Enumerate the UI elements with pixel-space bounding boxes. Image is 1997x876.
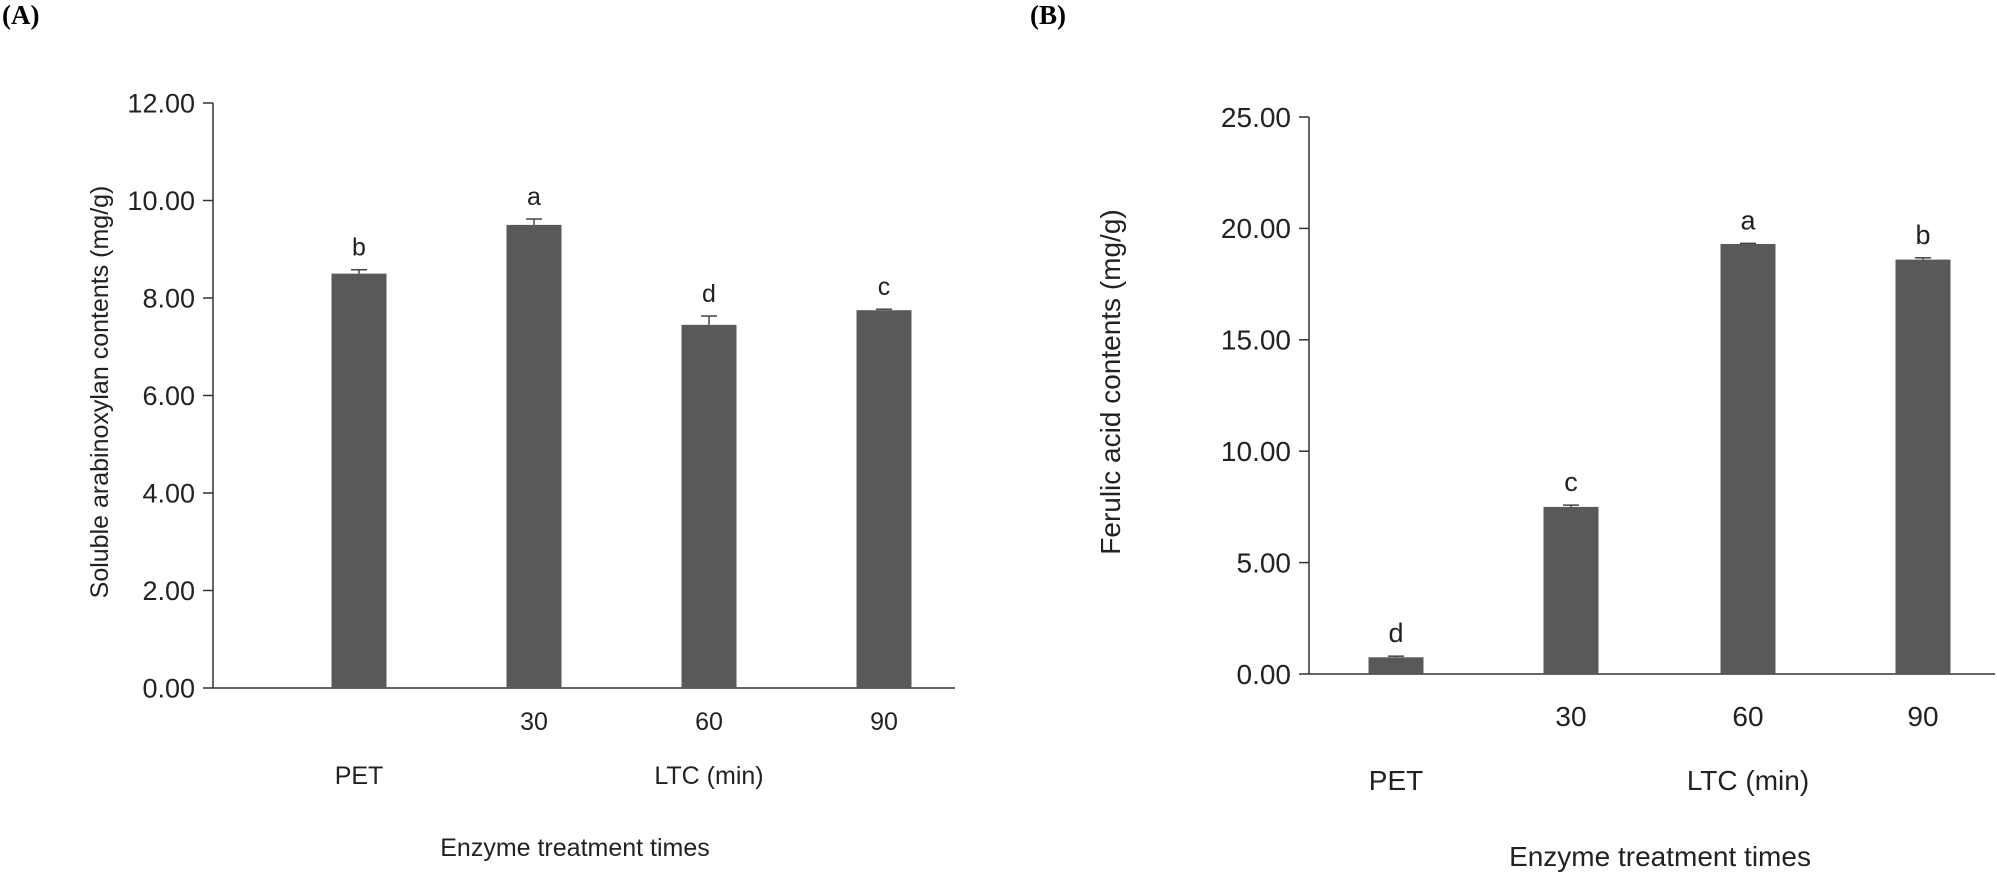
chart1-group-label: PET (335, 762, 384, 790)
chart1-significance-letter: c (878, 273, 891, 301)
chart1-bar (331, 273, 387, 688)
chart2-significance-letter: c (1564, 467, 1578, 497)
chart1-y-tick-label: 0.00 (142, 673, 195, 703)
chart2-group-label: PET (1369, 765, 1423, 796)
chart2-significance-letter: b (1915, 220, 1930, 250)
chart1-x-tick-label: 90 (870, 708, 898, 736)
chart2-bar (1720, 243, 1776, 674)
chart2-y-tick-label: 5.00 (1237, 547, 1292, 578)
chart2-x-tick-label: 90 (1907, 701, 1938, 732)
chart1-y-tick-label: 10.00 (127, 186, 195, 216)
chart2-x-tick-label: 60 (1732, 701, 1763, 732)
panel-label-a: (A) (2, 0, 40, 30)
chart1-bar (856, 310, 912, 688)
chart2-y-tick-label: 10.00 (1221, 436, 1291, 467)
chart2-y-tick-label: 15.00 (1221, 325, 1291, 356)
chart2-bar (1543, 506, 1599, 674)
chart2-y-tick-label: 25.00 (1221, 102, 1291, 133)
chart1-y-tick-label: 2.00 (142, 576, 195, 606)
chart2-bar (1368, 657, 1424, 674)
chart1-bar (681, 324, 737, 688)
chart1-group-label: LTC (min) (654, 762, 763, 790)
chart1-bar (506, 224, 562, 688)
chart2-significance-letter: a (1740, 205, 1756, 235)
chart1-y-tick-label: 6.00 (142, 381, 195, 411)
panel-label-b: (B) (1030, 0, 1066, 30)
chart2-y-axis-title: Ferulic acid contents (mg/g) (1095, 209, 1126, 554)
chart2-x-tick-label: 30 (1555, 701, 1586, 732)
chart2-x-axis-title: Enzyme treatment times (1509, 841, 1811, 872)
chart1-y-axis-title: Soluble arabinoxylan contents (mg/g) (86, 186, 114, 599)
chart1-x-tick-label: 30 (520, 708, 548, 736)
chart2-y-tick-label: 0.00 (1237, 659, 1292, 690)
chart1-x-tick-label: 60 (695, 708, 723, 736)
chart1-significance-letter: b (352, 234, 366, 262)
chart2-group-label: LTC (min) (1687, 765, 1809, 796)
chart1-significance-letter: d (702, 280, 716, 308)
chart1-y-tick-label: 4.00 (142, 478, 195, 508)
chart1-y-tick-label: 12.00 (127, 88, 195, 118)
chart1-x-axis-title: Enzyme treatment times (440, 834, 710, 862)
chart1-significance-letter: a (527, 183, 541, 211)
chart2-y-tick-label: 20.00 (1221, 213, 1291, 244)
chart1-y-tick-label: 8.00 (142, 283, 195, 313)
chart2-significance-letter: d (1388, 618, 1403, 648)
chart2-bar (1895, 259, 1951, 674)
